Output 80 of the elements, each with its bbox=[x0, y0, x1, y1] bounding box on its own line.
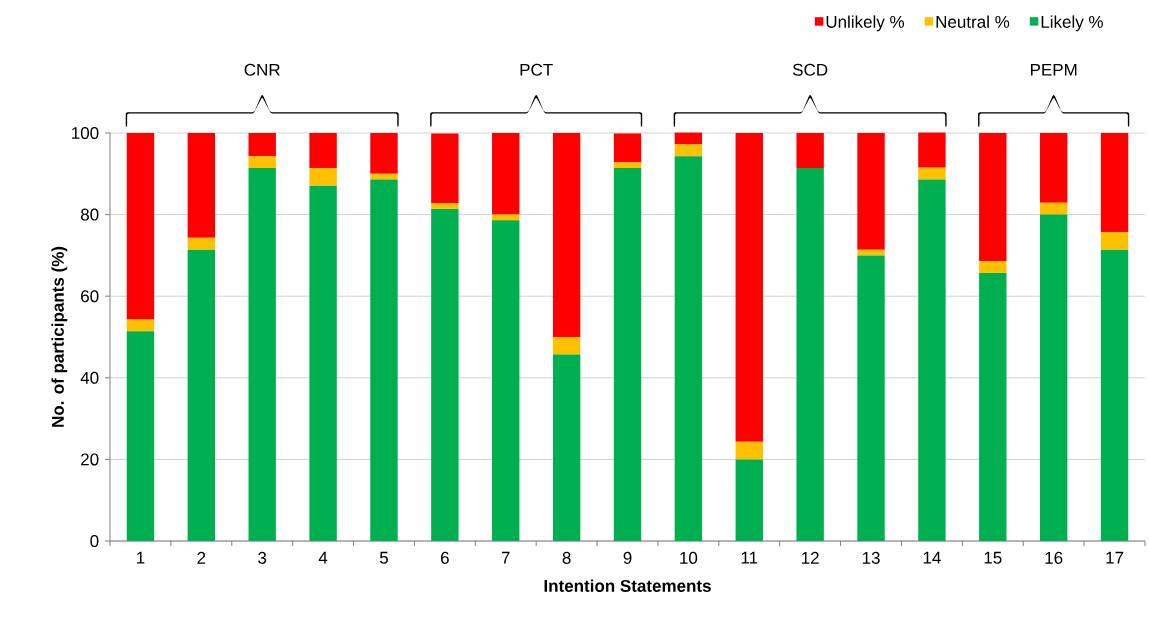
x-tick-label: 1 bbox=[137, 551, 145, 564]
x-tick-label: 3 bbox=[258, 551, 267, 564]
bar bbox=[735, 133, 763, 442]
text: CNR bbox=[244, 63, 280, 76]
bar bbox=[126, 319, 155, 332]
bar bbox=[187, 133, 216, 238]
bar bbox=[979, 261, 1007, 273]
text: PCT bbox=[520, 63, 553, 76]
bar bbox=[309, 185, 337, 541]
bar bbox=[370, 173, 398, 180]
bar bbox=[735, 459, 763, 541]
bar bbox=[187, 237, 216, 250]
bar bbox=[248, 168, 276, 541]
bar bbox=[492, 133, 520, 215]
x-tick-label: 8 bbox=[562, 551, 571, 564]
x-tick-label: 10 bbox=[680, 551, 698, 564]
bar bbox=[248, 156, 276, 169]
bar bbox=[1039, 133, 1068, 203]
y-tick-label: 40 bbox=[80, 371, 99, 384]
bar bbox=[1100, 232, 1129, 250]
y-axis-title: No. of participants (%) bbox=[51, 246, 68, 427]
x-tick-label: 15 bbox=[984, 551, 1002, 564]
x-tick-label: 2 bbox=[197, 551, 206, 564]
bar bbox=[126, 133, 155, 320]
bar bbox=[613, 162, 642, 169]
x-tick-label: 13 bbox=[862, 551, 880, 564]
bar bbox=[796, 133, 824, 169]
bar bbox=[918, 179, 946, 541]
bar bbox=[309, 168, 337, 186]
bar bbox=[552, 354, 581, 541]
bar bbox=[1039, 214, 1068, 541]
x-tick-label: 7 bbox=[501, 551, 510, 564]
text: SCD bbox=[792, 63, 828, 76]
x-axis-title: Intention Statements bbox=[544, 579, 711, 592]
bar bbox=[796, 168, 824, 541]
bar bbox=[857, 255, 885, 541]
bar bbox=[674, 132, 703, 145]
x-tick-label: 12 bbox=[801, 551, 819, 564]
bar bbox=[918, 132, 946, 168]
bar bbox=[126, 331, 155, 541]
x-tick-label: 5 bbox=[379, 551, 388, 564]
y-tick-label: 80 bbox=[80, 208, 99, 221]
bar bbox=[674, 144, 703, 157]
y-tick-label: 60 bbox=[81, 290, 99, 303]
y-tick-label: 100 bbox=[72, 126, 99, 140]
bar bbox=[431, 133, 459, 204]
bar bbox=[613, 168, 642, 541]
bar bbox=[248, 133, 276, 157]
bar bbox=[979, 133, 1007, 262]
x-tick-label: 14 bbox=[923, 551, 941, 564]
bar bbox=[1100, 133, 1129, 233]
y-tick-label: 0 bbox=[90, 534, 99, 548]
bar bbox=[552, 133, 581, 337]
bar bbox=[979, 272, 1007, 541]
legend-label: Likely % bbox=[1041, 15, 1103, 32]
y-tick-label: 20 bbox=[81, 453, 99, 466]
legend-label: Unlikely % bbox=[826, 15, 905, 32]
bar bbox=[1039, 202, 1068, 215]
bar bbox=[187, 249, 216, 541]
x-tick-label: 17 bbox=[1106, 551, 1124, 564]
bar bbox=[918, 167, 946, 180]
bar bbox=[431, 208, 459, 541]
x-tick-label: 4 bbox=[318, 551, 328, 564]
bar bbox=[370, 179, 398, 541]
text: PEPM bbox=[1030, 63, 1077, 76]
bar bbox=[309, 133, 337, 169]
bar bbox=[674, 156, 703, 541]
bar bbox=[370, 133, 398, 174]
bar bbox=[735, 441, 763, 460]
x-tick-label: 11 bbox=[741, 551, 758, 564]
x-tick-label: 6 bbox=[440, 551, 449, 564]
x-tick-label: 16 bbox=[1045, 551, 1063, 564]
bar bbox=[552, 337, 581, 355]
bar bbox=[613, 133, 642, 163]
bar bbox=[431, 203, 459, 209]
x-tick-label: 9 bbox=[623, 551, 632, 564]
bar bbox=[857, 133, 885, 250]
bar bbox=[492, 220, 520, 541]
legend-label: Neutral % bbox=[936, 15, 1010, 28]
bar bbox=[1100, 249, 1129, 541]
